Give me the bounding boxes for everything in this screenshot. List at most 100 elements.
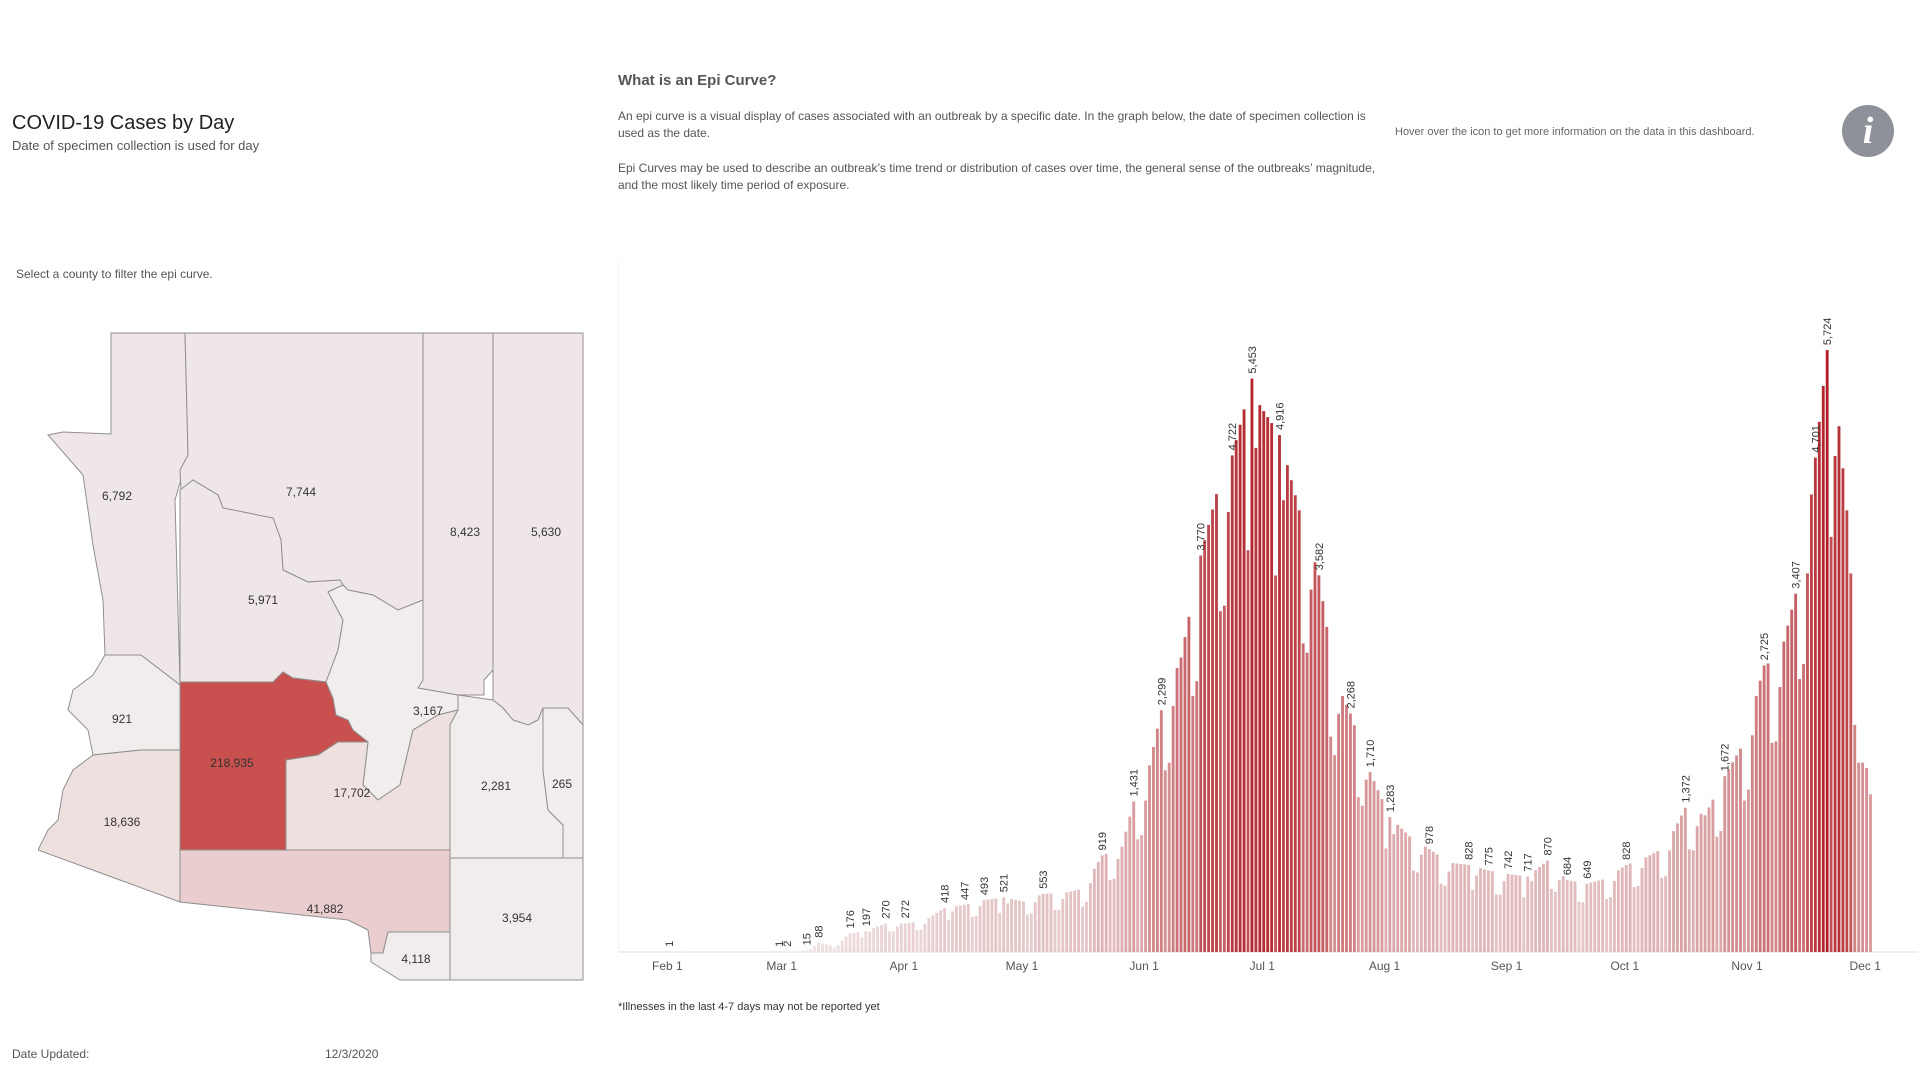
bar-day-311[interactable] <box>1853 724 1857 952</box>
bar-day-85[interactable] <box>962 904 966 952</box>
bar-day-198[interactable] <box>1408 836 1411 952</box>
bar-day-231[interactable] <box>1538 866 1541 952</box>
bar-day-204[interactable] <box>1431 851 1435 952</box>
bar-day-42[interactable] <box>793 951 797 952</box>
bar-day-102[interactable] <box>1029 913 1033 952</box>
bar-day-99[interactable] <box>1018 900 1021 952</box>
bar-day-129[interactable] <box>1136 839 1140 952</box>
bar-day-242[interactable] <box>1581 902 1585 952</box>
bar-day-308[interactable] <box>1841 468 1845 952</box>
bar-day-98[interactable] <box>1014 899 1017 952</box>
bar-day-211[interactable] <box>1459 864 1463 952</box>
bar-day-250[interactable] <box>1613 880 1616 952</box>
bar-day-58[interactable] <box>856 932 860 952</box>
bar-day-83[interactable] <box>955 906 958 952</box>
bar-day-181[interactable] <box>1341 696 1344 952</box>
bar-day-165[interactable] <box>1278 435 1281 952</box>
bar-day-113[interactable] <box>1073 890 1077 952</box>
bar-day-172[interactable] <box>1305 652 1309 952</box>
bar-day-274[interactable] <box>1707 807 1711 952</box>
bar-day-290[interactable] <box>1770 742 1774 952</box>
bar-day-121[interactable] <box>1104 853 1108 952</box>
bar-day-139[interactable] <box>1175 668 1179 952</box>
bar-day-57[interactable] <box>852 932 856 952</box>
bar-day-90[interactable] <box>982 900 986 952</box>
bar-day-224[interactable] <box>1510 874 1514 953</box>
bar-day-301[interactable] <box>1813 457 1817 952</box>
bar-day-82[interactable] <box>951 911 954 952</box>
bar-day-151[interactable] <box>1222 605 1226 952</box>
bar-day-46[interactable] <box>809 949 813 952</box>
bar-day-72[interactable] <box>911 922 915 952</box>
bar-day-182[interactable] <box>1345 704 1348 952</box>
bar-day-96[interactable] <box>1006 903 1010 952</box>
bar-day-71[interactable] <box>907 922 911 952</box>
bar-day-149[interactable] <box>1215 494 1218 952</box>
bar-day-267[interactable] <box>1679 815 1683 952</box>
bar-day-263[interactable] <box>1664 876 1668 952</box>
bar-day-167[interactable] <box>1285 465 1289 952</box>
bar-day-313[interactable] <box>1861 762 1865 952</box>
bar-day-115[interactable] <box>1081 906 1084 952</box>
bar-day-277[interactable] <box>1719 831 1723 952</box>
bar-day-105[interactable] <box>1041 893 1045 952</box>
bar-day-221[interactable] <box>1498 894 1502 952</box>
bar-day-276[interactable] <box>1715 836 1719 952</box>
bar-day-147[interactable] <box>1207 524 1211 952</box>
bar-day-68[interactable] <box>895 926 899 952</box>
bar-day-227[interactable] <box>1522 897 1526 952</box>
bar-day-191[interactable] <box>1380 799 1384 952</box>
bar-day-239[interactable] <box>1569 880 1573 952</box>
bar-day-305[interactable] <box>1829 536 1833 952</box>
bar-day-180[interactable] <box>1337 713 1341 952</box>
bar-day-69[interactable] <box>899 923 903 952</box>
bar-day-216[interactable] <box>1479 868 1482 952</box>
bar-day-176[interactable] <box>1321 601 1325 952</box>
bar-day-177[interactable] <box>1325 626 1329 952</box>
bar-day-111[interactable] <box>1065 892 1069 952</box>
bar-day-110[interactable] <box>1061 899 1065 952</box>
bar-day-164[interactable] <box>1274 575 1277 952</box>
bar-day-212[interactable] <box>1463 864 1467 952</box>
bar-day-261[interactable] <box>1656 851 1660 952</box>
bar-day-124[interactable] <box>1116 858 1120 952</box>
bar-day-103[interactable] <box>1033 902 1037 952</box>
bar-day-133[interactable] <box>1152 746 1155 952</box>
bar-day-284[interactable] <box>1746 789 1750 952</box>
bar-day-192[interactable] <box>1384 848 1388 952</box>
bar-day-73[interactable] <box>915 930 919 952</box>
bar-day-60[interactable] <box>864 931 868 952</box>
bar-day-291[interactable] <box>1774 741 1778 952</box>
bar-day-127[interactable] <box>1128 816 1132 952</box>
bar-day-130[interactable] <box>1140 835 1144 952</box>
bar-day-118[interactable] <box>1092 868 1096 952</box>
bar-day-95[interactable] <box>1002 897 1006 952</box>
bar-day-266[interactable] <box>1676 823 1679 952</box>
bar-day-143[interactable] <box>1191 695 1195 952</box>
bar-day-114[interactable] <box>1077 889 1080 952</box>
bar-day-195[interactable] <box>1396 824 1400 952</box>
bar-day-159[interactable] <box>1254 447 1258 952</box>
bar-day-178[interactable] <box>1329 736 1333 952</box>
bar-day-282[interactable] <box>1739 748 1742 952</box>
bar-day-237[interactable] <box>1561 876 1565 952</box>
bar-day-80[interactable] <box>943 908 947 952</box>
bar-day-75[interactable] <box>923 923 927 952</box>
bar-day-91[interactable] <box>986 899 990 952</box>
bar-day-215[interactable] <box>1475 875 1478 952</box>
bar-day-48[interactable] <box>817 942 820 952</box>
bar-day-248[interactable] <box>1605 899 1608 952</box>
bar-day-134[interactable] <box>1155 728 1159 952</box>
bar-day-193[interactable] <box>1388 817 1392 952</box>
bar-day-243[interactable] <box>1585 883 1589 952</box>
bar-day-126[interactable] <box>1124 831 1128 952</box>
bar-day-234[interactable] <box>1549 888 1553 952</box>
bar-day-131[interactable] <box>1144 800 1147 952</box>
bar-day-54[interactable] <box>840 940 844 952</box>
bar-day-200[interactable] <box>1416 872 1419 952</box>
bar-day-201[interactable] <box>1419 854 1423 952</box>
bar-day-162[interactable] <box>1266 417 1270 952</box>
bar-day-273[interactable] <box>1703 815 1707 952</box>
county-mohave[interactable] <box>47 332 189 687</box>
bar-day-300[interactable] <box>1810 494 1813 953</box>
